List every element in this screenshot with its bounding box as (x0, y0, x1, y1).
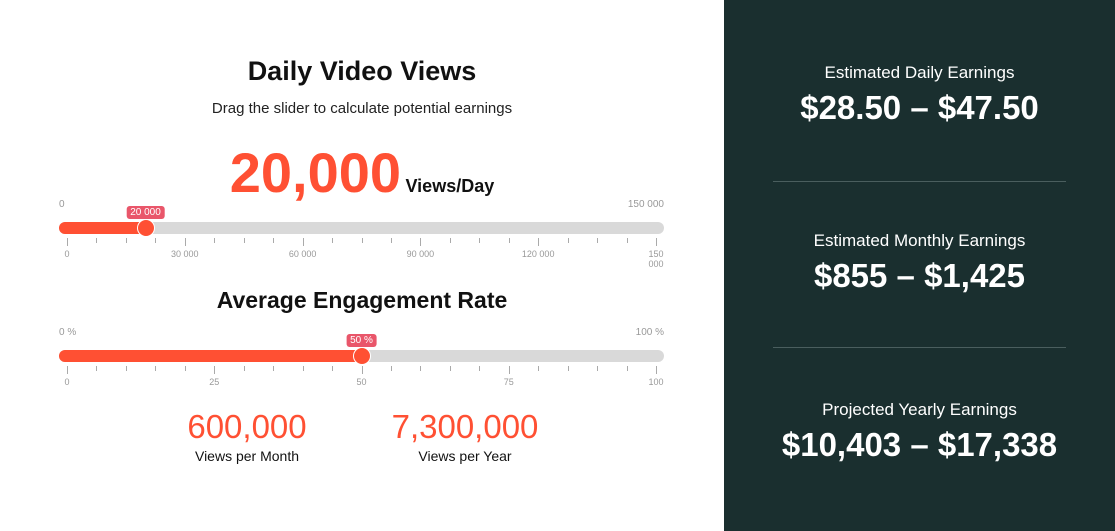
stat-value: 7,300,000 (391, 408, 539, 445)
minor-tick (332, 366, 334, 371)
minor-tick (390, 238, 392, 243)
tick-label: 0 (64, 249, 70, 259)
minor-tick (184, 366, 186, 371)
engagement-title: Average Engagement Rate (216, 287, 508, 313)
daily-earnings: Estimated Daily Earnings $28.50 – $47.50 (724, 63, 1115, 127)
slider-track[interactable] (59, 347, 664, 365)
slider-fill (59, 222, 152, 234)
views-readout: 20,000 Views/Day (0, 140, 724, 205)
minor-tick (479, 366, 481, 371)
calculator-panel: Daily Video Views Drag the slider to cal… (0, 56, 724, 464)
major-tick (420, 238, 422, 246)
minor-tick (420, 366, 422, 371)
major-tick (656, 238, 657, 246)
slider-handle[interactable] (352, 347, 371, 365)
minor-tick (302, 366, 304, 371)
tick-label: 60 000 (288, 249, 317, 259)
minor-tick (243, 366, 245, 371)
major-tick (214, 366, 216, 374)
minor-tick (96, 238, 98, 243)
minor-tick (155, 238, 157, 243)
engagement-slider[interactable]: 0 % 100 % 50 % 0 25 50 75 100 (59, 327, 664, 387)
minor-tick (155, 366, 157, 371)
minor-tick (567, 366, 569, 371)
tick-label: 90 000 (406, 249, 435, 259)
slider-max-label: 150 000 (627, 199, 664, 210)
minor-tick (125, 238, 127, 243)
major-tick (184, 238, 186, 246)
minor-tick (626, 238, 628, 243)
minor-tick (273, 238, 275, 243)
slider-min-label: 0 % (59, 327, 77, 338)
earnings-value: $855 – $1,425 (813, 257, 1026, 294)
minor-tick (479, 238, 481, 243)
tick-label: 120 000 (521, 249, 555, 259)
minor-tick (626, 366, 628, 371)
minor-tick (597, 366, 599, 371)
views-slider[interactable]: 0 150 000 20 000 0 30 000 60 000 90 000 120 … (59, 199, 664, 269)
major-tick (302, 238, 304, 246)
minor-tick (332, 238, 334, 243)
yearly-earnings: Projected Yearly Earnings $10,403 – $17,… (724, 400, 1115, 464)
major-tick (67, 366, 68, 374)
slider-min-label: 0 (59, 199, 65, 210)
views-value: 20,000 (229, 141, 402, 204)
views-title: Daily Video Views (247, 56, 477, 86)
divider (773, 181, 1066, 182)
slider-handle[interactable] (136, 219, 155, 237)
major-tick (67, 238, 68, 246)
tick-label: 30 000 (171, 249, 199, 259)
slider-track[interactable] (59, 219, 664, 237)
slider-tooltip: 20 000 (126, 206, 165, 223)
minor-tick (273, 366, 275, 371)
minor-tick (538, 366, 540, 371)
earnings-label: Estimated Daily Earnings (824, 63, 1015, 82)
stat-value: 600,000 (187, 408, 307, 445)
earnings-value: $28.50 – $47.50 (800, 89, 1039, 126)
divider (773, 347, 1066, 348)
tick-label: 150 000 (648, 249, 664, 269)
slider-ticks: 0 25 50 75 100 (59, 366, 664, 387)
major-tick (656, 366, 657, 374)
tick-label: 0 (64, 377, 70, 387)
major-tick (508, 366, 510, 374)
minor-tick (567, 238, 569, 243)
yearly-views-stat: 7,300,000 Views per Year (365, 408, 565, 464)
slider-ticks: 0 30 000 60 000 90 000 120 000 150 000 (59, 238, 664, 269)
slider-tooltip: 50 % (346, 334, 377, 351)
slider-fill (59, 350, 368, 362)
tick-label: 75 (503, 377, 514, 387)
minor-tick (214, 238, 216, 243)
earnings-panel: Estimated Daily Earnings $28.50 – $47.50… (724, 0, 1115, 531)
monthly-earnings: Estimated Monthly Earnings $855 – $1,425 (724, 231, 1115, 295)
major-tick (538, 238, 540, 246)
stat-label: Views per Year (418, 448, 512, 464)
minor-tick (96, 366, 98, 371)
tick-label: 50 (356, 377, 367, 387)
minor-tick (508, 238, 510, 243)
earnings-label: Projected Yearly Earnings (822, 400, 1017, 419)
minor-tick (449, 366, 451, 371)
tick-label: 25 (209, 377, 220, 387)
views-unit: Views/Day (405, 176, 495, 196)
minor-tick (243, 238, 245, 243)
earnings-value: $10,403 – $17,338 (781, 426, 1058, 463)
minor-tick (597, 238, 599, 243)
slider-max-label: 100 % (635, 327, 664, 338)
stat-label: Views per Month (194, 448, 299, 464)
minor-tick (449, 238, 451, 243)
tick-label: 100 (648, 377, 664, 387)
major-tick (361, 366, 363, 374)
earnings-label: Estimated Monthly Earnings (813, 231, 1026, 250)
minor-tick (125, 366, 127, 371)
views-subtitle: Drag the slider to calculate potential e… (211, 100, 513, 117)
monthly-views-stat: 600,000 Views per Month (147, 408, 347, 464)
minor-tick (361, 238, 363, 243)
minor-tick (390, 366, 392, 371)
